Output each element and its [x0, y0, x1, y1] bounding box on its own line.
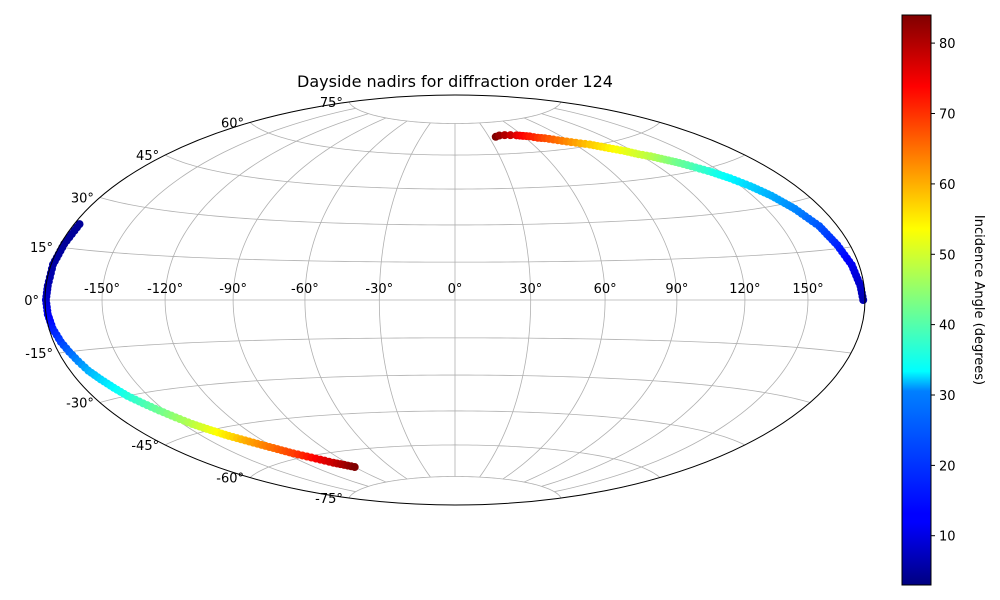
- latitude-tick-label: 30°: [71, 192, 94, 207]
- latitude-tick-label: 0°: [24, 294, 39, 309]
- parallel-line: [164, 154, 746, 190]
- data-points: [41, 131, 868, 472]
- colorbar-tick-label: 80: [939, 37, 956, 52]
- grid-lines: [45, 101, 865, 499]
- colorbar-tick-label: 20: [939, 459, 956, 474]
- latitude-tick-label: 15°: [30, 241, 53, 256]
- longitude-labels: -150° -120° -90° -60° -30° 0° 30° 60° 90° 120° 150…: [84, 282, 824, 297]
- parallel-line: [348, 476, 562, 499]
- latitude-tick-label: -15°: [25, 347, 53, 362]
- data-point: [350, 463, 359, 472]
- chart-title: Dayside nadirs for diffraction order 124: [297, 72, 613, 91]
- parallel-line: [58, 337, 852, 354]
- parallel-line: [348, 101, 562, 124]
- parallel-line: [99, 374, 811, 403]
- parallel-line: [58, 246, 852, 263]
- colorbar-gradient: [901, 14, 932, 586]
- latitude-tick-label: -30°: [66, 397, 94, 412]
- longitude-tick-label: 30°: [519, 282, 542, 297]
- colorbar-tick-label: 30: [939, 389, 956, 404]
- longitude-tick-label: 120°: [729, 282, 760, 297]
- longitude-tick-label: -150°: [84, 282, 120, 297]
- longitude-tick-label: -30°: [365, 282, 393, 297]
- longitude-tick-label: -120°: [147, 282, 183, 297]
- colorbar-tick-label: 60: [939, 178, 956, 193]
- longitude-tick-label: -60°: [291, 282, 319, 297]
- colorbar: 10 20 30 40 50 60 70 80 Incidence Angle (degree…: [901, 14, 986, 586]
- colorbar-tick-label: 50: [939, 248, 956, 263]
- latitude-tick-label: -60°: [216, 472, 244, 487]
- colorbar-ticks: 10 20 30 40 50 60 70 80: [931, 37, 956, 545]
- data-point: [859, 296, 868, 304]
- data-point: [506, 131, 515, 140]
- longitude-tick-label: -90°: [219, 282, 247, 297]
- colorbar-tick-label: 10: [939, 530, 956, 545]
- latitude-tick-label: -75°: [315, 492, 343, 507]
- latitude-tick-label: -45°: [131, 439, 159, 454]
- parallel-line: [249, 444, 661, 478]
- colorbar-label: Incidence Angle (degrees): [971, 215, 986, 385]
- parallel-line: [164, 410, 746, 446]
- latitude-tick-label: 45°: [136, 149, 159, 164]
- longitude-tick-label: 150°: [792, 282, 823, 297]
- colorbar-tick-label: 70: [939, 108, 956, 123]
- longitude-tick-label: 0°: [448, 282, 463, 297]
- latitude-tick-label: 60°: [221, 117, 244, 132]
- latitude-labels: -75° -60° -45° -30° -15° 0° 15° 30° 45° 60° 75°: [24, 96, 343, 507]
- parallel-line: [249, 122, 661, 156]
- map-boundary: [44, 94, 866, 506]
- longitude-tick-label: 60°: [594, 282, 617, 297]
- longitude-tick-label: 90°: [665, 282, 688, 297]
- colorbar-tick-label: 40: [939, 319, 956, 334]
- latitude-tick-label: 75°: [320, 96, 343, 111]
- data-point: [500, 131, 509, 140]
- parallel-line: [99, 197, 811, 226]
